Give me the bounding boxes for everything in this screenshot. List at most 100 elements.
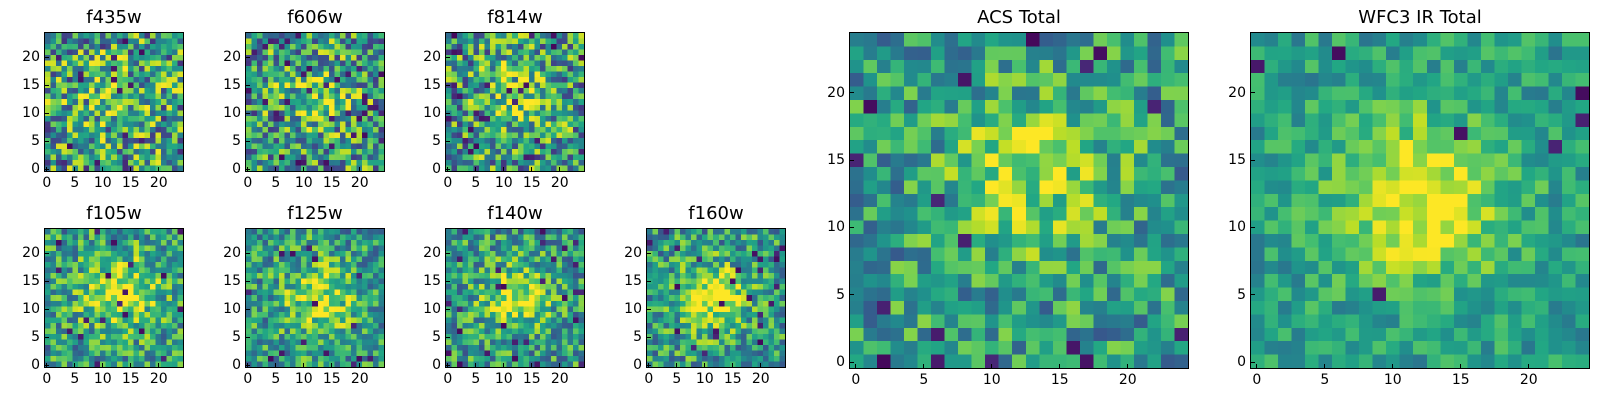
y-tick-mark	[44, 280, 49, 282]
y-tick-mark	[44, 308, 49, 310]
x-tick-label: 15	[121, 175, 140, 191]
x-tick-label: 5	[471, 175, 481, 191]
y-tick-label: 15	[423, 77, 441, 94]
x-tick-label: 20	[350, 175, 369, 191]
y-tick-mark	[245, 336, 250, 338]
x-tick-label: 5	[70, 371, 80, 387]
y-tick-label: 20	[1228, 84, 1246, 101]
x-tick-label: 15	[121, 371, 140, 387]
heatmap-cells	[850, 33, 1188, 368]
y-tick-label: 5	[232, 329, 241, 346]
heatmap-cells	[45, 33, 183, 171]
x-tick-label: 20	[550, 371, 569, 387]
heatmap-cells	[446, 229, 584, 367]
y-tick-label: 20	[22, 245, 40, 262]
x-tick-mark	[303, 167, 305, 172]
x-tick-mark	[74, 167, 76, 172]
heatmap-cells	[446, 33, 584, 171]
x-tick-mark	[559, 167, 561, 172]
panel-title: f105w	[86, 203, 142, 224]
y-tick-mark	[44, 140, 49, 142]
x-tick-label: 10	[93, 371, 112, 387]
y-tick-mark	[849, 294, 854, 296]
x-tick-label: 5	[271, 371, 281, 387]
y-tick-mark	[1250, 92, 1255, 94]
y-tick-mark	[445, 364, 450, 366]
x-tick-label: 15	[1451, 372, 1470, 388]
x-tick-mark	[331, 167, 333, 172]
heatmap-plot-area	[646, 228, 786, 368]
x-tick-label: 10	[695, 371, 714, 387]
x-tick-label: 0	[443, 175, 453, 191]
y-tick-mark	[1250, 361, 1255, 363]
y-tick-mark	[445, 252, 450, 254]
y-tick-mark	[44, 364, 49, 366]
y-tick-label: 15	[624, 273, 642, 290]
y-tick-label: 10	[22, 301, 40, 318]
y-tick-mark	[245, 168, 250, 170]
y-tick-label: 5	[836, 286, 845, 303]
y-tick-label: 10	[223, 105, 241, 122]
x-tick-label: 0	[42, 371, 52, 387]
y-tick-label: 15	[423, 273, 441, 290]
x-tick-mark	[130, 167, 132, 172]
y-tick-label: 0	[232, 357, 241, 374]
x-tick-mark	[503, 363, 505, 368]
y-tick-mark	[245, 308, 250, 310]
y-tick-mark	[245, 112, 250, 114]
x-tick-label: 0	[243, 175, 253, 191]
y-tick-label: 0	[633, 357, 642, 374]
y-tick-mark	[849, 92, 854, 94]
x-tick-mark	[1127, 364, 1129, 369]
y-tick-mark	[646, 252, 651, 254]
x-tick-label: 0	[851, 372, 861, 388]
x-tick-mark	[130, 363, 132, 368]
x-tick-mark	[1460, 364, 1462, 369]
y-tick-label: 10	[223, 301, 241, 318]
y-tick-mark	[445, 56, 450, 58]
x-tick-label: 10	[294, 371, 313, 387]
y-tick-label: 5	[31, 329, 40, 346]
panel-title: f606w	[287, 7, 343, 28]
y-tick-mark	[646, 364, 651, 366]
x-tick-label: 15	[723, 371, 742, 387]
panel-title: WFC3 IR Total	[1358, 7, 1482, 28]
y-tick-label: 5	[1237, 286, 1246, 303]
heatmap-plot-area	[445, 32, 585, 172]
heatmap-cells	[647, 229, 785, 367]
heatmap-plot-area	[849, 32, 1189, 369]
y-tick-label: 20	[423, 49, 441, 66]
y-tick-mark	[1250, 226, 1255, 228]
y-tick-label: 15	[827, 152, 845, 169]
x-tick-label: 10	[294, 175, 313, 191]
y-tick-mark	[44, 336, 49, 338]
x-tick-mark	[74, 363, 76, 368]
y-tick-label: 20	[423, 245, 441, 262]
panel-title: f160w	[688, 203, 744, 224]
x-tick-label: 10	[494, 175, 513, 191]
y-tick-label: 0	[836, 354, 845, 371]
y-tick-label: 15	[1228, 152, 1246, 169]
x-tick-label: 20	[350, 371, 369, 387]
y-tick-mark	[646, 308, 651, 310]
x-tick-label: 15	[1050, 372, 1069, 388]
y-tick-label: 15	[22, 77, 40, 94]
y-tick-mark	[445, 112, 450, 114]
x-tick-label: 0	[1252, 372, 1262, 388]
y-tick-mark	[445, 140, 450, 142]
y-tick-mark	[44, 252, 49, 254]
panel-f435w: f435w 0 5 10 15 20 0 5 10 15 20	[0, 2, 184, 194]
x-tick-label: 0	[644, 371, 654, 387]
x-tick-label: 0	[42, 175, 52, 191]
x-tick-mark	[359, 363, 361, 368]
y-tick-label: 5	[432, 133, 441, 150]
y-tick-mark	[44, 56, 49, 58]
heatmap-cells	[246, 33, 384, 171]
x-tick-label: 20	[751, 371, 770, 387]
panel-f606w: f606w 0 5 10 15 20 0 5 10 15 20	[201, 2, 385, 194]
x-tick-label: 15	[322, 371, 341, 387]
y-tick-mark	[445, 280, 450, 282]
x-tick-label: 5	[919, 372, 929, 388]
y-tick-mark	[445, 168, 450, 170]
